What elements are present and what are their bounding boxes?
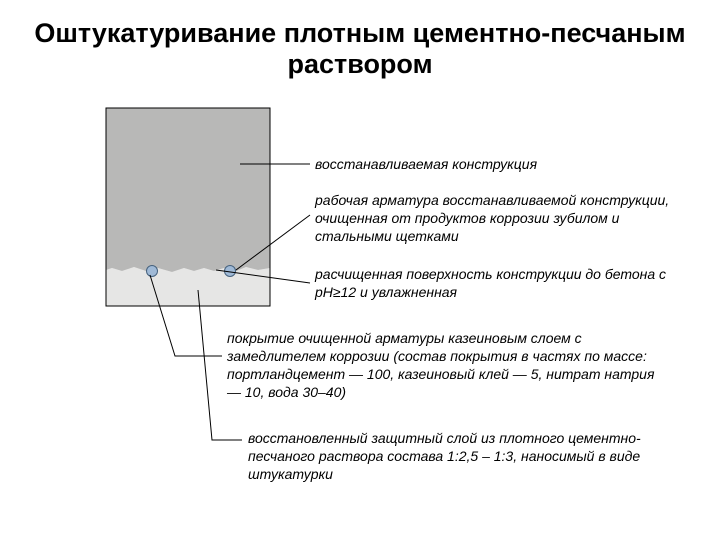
- lower-layer-shape: [106, 267, 270, 306]
- annotation-4: покрытие очищенной арматуры казеиновым с…: [227, 330, 667, 402]
- annotation-3: расчищенная поверхность конструкции до б…: [315, 266, 675, 302]
- annotation-1: восстанавливаемая конструкция: [315, 156, 615, 174]
- annotation-2: рабочая арматура восстанавливаемой конст…: [315, 192, 675, 246]
- rebar-left: [147, 266, 158, 277]
- annotation-5: восстановленный защитный слой из плотног…: [248, 430, 678, 484]
- slide: Оштукатуривание плотным цементно-песчаны…: [0, 0, 720, 540]
- upper-concrete-shape: [106, 108, 270, 272]
